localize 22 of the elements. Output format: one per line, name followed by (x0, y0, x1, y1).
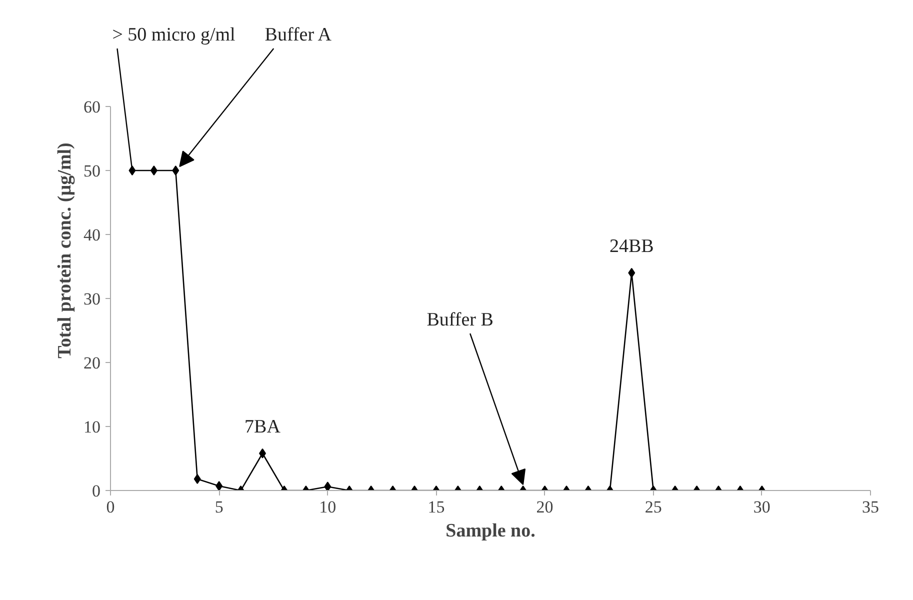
y-tick-label: 40 (84, 226, 100, 244)
y-tick-label: 50 (84, 162, 100, 180)
x-tick-label: 25 (644, 498, 662, 516)
x-tick-label: 10 (319, 498, 336, 516)
y-tick-label: 20 (84, 354, 100, 372)
x-tick-label: 30 (753, 498, 770, 516)
x-tick-label: 0 (106, 498, 115, 516)
y-tick-label: 60 (84, 98, 100, 116)
y-tick-label: 0 (92, 482, 100, 500)
annotation: 24BB (609, 236, 654, 257)
x-tick-label: 15 (428, 498, 445, 516)
y-axis-title: Total protein conc. (µg/ml) (54, 142, 76, 358)
x-tick-label: 20 (536, 498, 554, 516)
x-axis-title: Sample no. (446, 520, 536, 542)
annotation: Buffer A (264, 24, 332, 46)
x-tick-label: 35 (862, 498, 879, 516)
y-tick-label: 30 (84, 290, 100, 308)
annotation: > 50 micro g/ml (112, 24, 236, 46)
annotation: Buffer B (426, 310, 494, 330)
annotation: 7BA (244, 416, 281, 438)
x-tick-label: 5 (214, 498, 224, 516)
y-tick-label: 10 (84, 418, 100, 436)
